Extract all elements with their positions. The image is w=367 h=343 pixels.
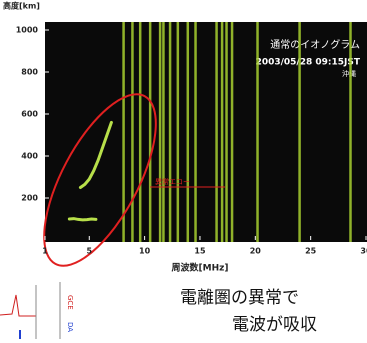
y-tick-label: 1000: [16, 26, 39, 35]
inset-fragment: GCE DA: [0, 282, 74, 339]
chart-subtitle: 2003/05/28 09:15JST: [256, 58, 361, 68]
x-tick-label: 1: [42, 247, 48, 256]
y-tick-label: 600: [21, 110, 38, 119]
chart-title: 通常のイオノグラム: [270, 38, 360, 51]
x-tick-label: 5: [86, 247, 92, 256]
x-tick-label: 10: [139, 247, 151, 256]
annotation-ellipse: [43, 93, 157, 267]
caption-line: 電波が吸収: [232, 315, 317, 335]
annotation: 異常エコー: [155, 177, 190, 186]
x-tick-label: 20: [250, 247, 262, 256]
station: 沖縄: [342, 69, 356, 78]
x-tick-label: 25: [305, 247, 317, 256]
y-tick-label: 400: [21, 152, 38, 161]
echo-trace: [67, 217, 98, 222]
x-tick-label: 30: [360, 247, 367, 256]
caption-line: 電離圏の異常で: [180, 288, 299, 308]
echo-trace: [78, 120, 113, 189]
y-tick-label: 200: [21, 194, 38, 203]
plot-background: [45, 22, 367, 242]
x-tick-label: 15: [194, 247, 206, 256]
x-axis-label: 周波数[MHz]: [172, 262, 229, 274]
y-axis-label: 高度[km]: [3, 1, 40, 11]
svg-text:DA: DA: [66, 322, 74, 332]
y-tick-label: 800: [21, 68, 38, 77]
svg-text:GCE: GCE: [66, 295, 74, 310]
